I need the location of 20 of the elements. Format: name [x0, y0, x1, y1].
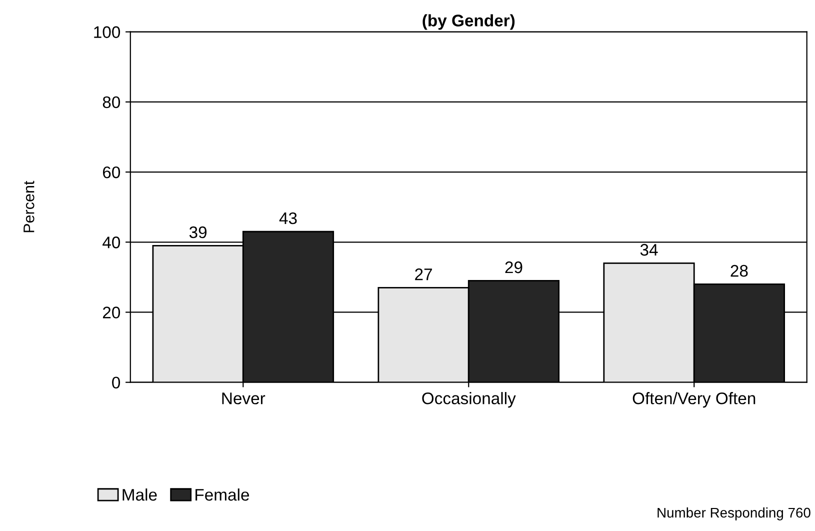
x-tick-label: Often/Very Often — [632, 392, 756, 408]
y-axis-title: Percent — [24, 180, 34, 232]
y-tick-label: 80 — [102, 96, 120, 108]
data-label: 34 — [640, 244, 658, 256]
data-label: 39 — [189, 226, 207, 238]
y-tick-label: 20 — [102, 306, 120, 318]
text: Number Responding 760 — [658, 507, 810, 520]
x-tick-label: Occasionally — [422, 392, 516, 408]
y-tick-label: 100 — [94, 26, 120, 38]
legend-label: Female — [196, 488, 250, 501]
y-tick-label: 40 — [102, 236, 120, 248]
y-tick-label: 0 — [112, 376, 120, 389]
x-tick-label: Never — [222, 392, 266, 404]
data-label: 27 — [415, 268, 432, 280]
legend-label: Male — [122, 488, 157, 501]
data-label: 29 — [505, 261, 522, 274]
data-label: 43 — [279, 212, 297, 224]
y-tick-label: 60 — [102, 166, 120, 178]
data-label: 28 — [730, 264, 748, 277]
chart-title: (by Gender) — [422, 14, 515, 30]
